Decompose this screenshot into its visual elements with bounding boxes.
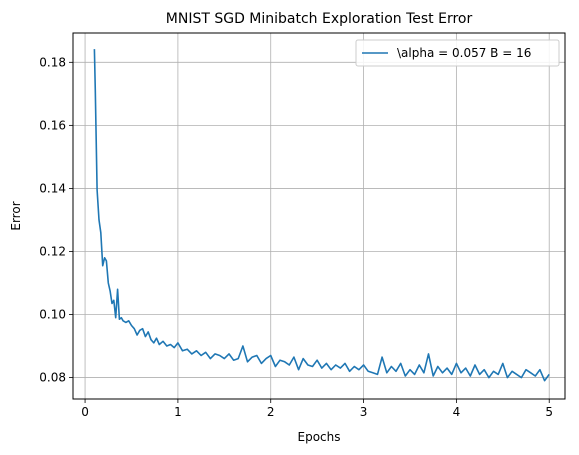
x-axis-label: Epochs	[298, 430, 341, 444]
x-tick-label: 2	[267, 405, 275, 419]
x-tick-label: 3	[360, 405, 368, 419]
x-tick-label: 5	[545, 405, 553, 419]
series-layer	[93, 49, 550, 382]
y-axis-label: Error	[9, 201, 23, 230]
x-tick-label: 0	[81, 405, 89, 419]
legend-box	[355, 39, 560, 67]
legend: \alpha = 0.057 B = 16	[355, 39, 560, 67]
x-tick-label: 4	[453, 405, 461, 419]
axis-ticks: 0 1 2 3 4 5 0.08 0.10 0.12 0.14 0.16 0.18	[39, 55, 553, 419]
chart-title: MNIST SGD Minibatch Exploration Test Err…	[166, 11, 473, 27]
y-tick-label: 0.12	[39, 244, 66, 258]
grid	[73, 33, 565, 399]
x-tick-label: 1	[174, 405, 182, 419]
y-tick-label: 0.18	[39, 55, 66, 69]
legend-entry: \alpha = 0.057 B = 16	[397, 46, 531, 60]
series-line	[93, 49, 550, 382]
y-tick-label: 0.10	[39, 308, 66, 322]
y-tick-label: 0.16	[39, 118, 66, 132]
y-tick-label: 0.14	[39, 181, 66, 195]
y-tick-label: 0.08	[39, 371, 66, 385]
plot-frame	[72, 32, 566, 400]
